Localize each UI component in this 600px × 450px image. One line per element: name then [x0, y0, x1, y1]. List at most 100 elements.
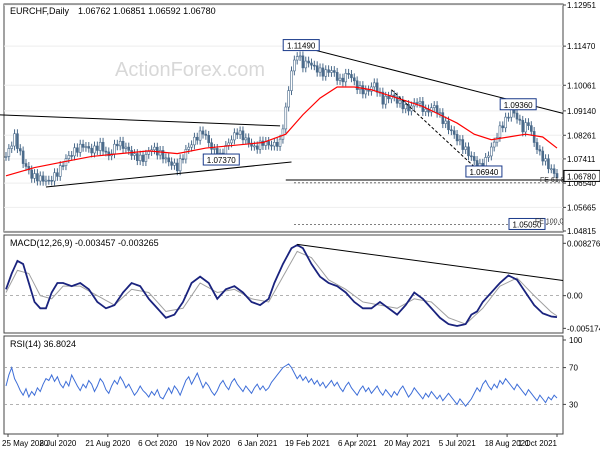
annotation-box — [508, 217, 546, 230]
candle-body — [344, 73, 348, 83]
candle-body — [90, 147, 93, 154]
candle-body — [18, 148, 22, 152]
candle-body — [50, 180, 53, 182]
price-y-tick-label: 1.09140 — [567, 107, 596, 116]
candle-body — [404, 104, 407, 110]
x-tick-label: 19 Feb 2021 — [285, 439, 330, 448]
candle-body — [10, 145, 14, 149]
candle-body — [495, 137, 499, 143]
candle-body — [284, 106, 288, 130]
ohlc-values: 1.06762 1.06851 1.06592 1.06780 — [78, 6, 216, 16]
candle-body — [136, 153, 139, 161]
x-tick-label: 25 May 2020 — [2, 439, 49, 448]
candle-body — [227, 142, 230, 146]
candle-body — [490, 146, 493, 157]
candle-body — [261, 140, 265, 146]
candle-body — [113, 143, 116, 155]
candle-body — [24, 163, 28, 167]
candle-body — [81, 143, 85, 148]
candle-body — [198, 130, 202, 141]
candle-body — [535, 142, 539, 150]
price-trendline — [45, 161, 292, 188]
price-panel-frame — [3, 3, 564, 233]
price-y-tick-label: 1.04815 — [567, 227, 596, 236]
price-annotation: 1.11490 — [282, 39, 320, 52]
candle-body — [144, 154, 148, 162]
candle-body — [467, 146, 470, 157]
candle-body — [524, 122, 527, 133]
candle-body — [455, 134, 459, 142]
annotation-label: 1.05050 — [513, 220, 542, 229]
candle-body — [304, 60, 308, 69]
candle-body — [93, 145, 96, 154]
candle-body — [158, 150, 162, 156]
x-tick-label: 1 Oct 2021 — [518, 439, 558, 448]
macd-title: MACD(12,26,9) -0.003457 -0.003265 — [10, 238, 159, 248]
candle-body — [290, 70, 293, 91]
candle-body — [87, 146, 91, 149]
candle-body — [201, 130, 205, 135]
candle-body — [233, 132, 236, 141]
candle-body — [347, 73, 350, 75]
candle-body — [53, 172, 56, 182]
candle-body — [530, 125, 533, 132]
candle-body — [173, 162, 176, 166]
candle-body — [310, 62, 313, 66]
candle-body — [387, 95, 390, 100]
candle-body — [547, 158, 550, 170]
candle-body — [350, 74, 353, 79]
candle-body — [70, 155, 73, 157]
fib-label: FE 61.8 — [540, 177, 565, 184]
candle-body — [450, 129, 453, 132]
price-y-tick-label: 1.07411 — [567, 155, 596, 164]
candle-body — [247, 137, 250, 144]
candle-body — [307, 60, 310, 64]
candle-body — [170, 161, 173, 166]
candle-body — [244, 137, 248, 141]
candle-body — [293, 59, 296, 72]
candle-body — [487, 155, 490, 158]
price-trendline — [0, 114, 281, 127]
candle-body — [353, 77, 356, 82]
candle-body — [438, 112, 442, 114]
candle-body — [424, 108, 427, 112]
macd-line — [5, 244, 558, 327]
candle-body — [13, 133, 16, 147]
candle-body — [84, 146, 88, 148]
candle-body — [532, 131, 536, 143]
candle-body — [295, 56, 299, 61]
candle-body — [204, 133, 208, 136]
candle-body — [418, 101, 422, 104]
price-y-tick-label: 1.08261 — [567, 131, 596, 140]
candle-body — [401, 100, 405, 110]
candle-body — [4, 156, 8, 158]
candle-body — [235, 132, 239, 135]
candle-body — [116, 143, 119, 147]
macd-y-tick-label: 0.008276 — [567, 239, 600, 248]
price-annotation: 1.09360 — [499, 98, 537, 111]
candle-body — [56, 172, 59, 177]
candle-body — [321, 67, 325, 77]
candle-body — [38, 175, 42, 182]
candle-body — [41, 175, 45, 182]
candle-body — [501, 125, 505, 129]
candle-body — [67, 155, 71, 159]
candle-body — [515, 112, 519, 120]
candle-body — [275, 142, 279, 147]
candle-body — [187, 146, 191, 150]
rsi-title: RSI(14) 36.8024 — [10, 339, 76, 349]
candle-body — [255, 145, 259, 150]
candle-body — [301, 55, 305, 69]
candle-body — [315, 65, 319, 73]
candle-body — [464, 146, 467, 150]
candle-body — [318, 67, 322, 73]
candle-body — [287, 90, 290, 108]
candle-body — [441, 112, 445, 124]
x-tick-label: 6 Apr 2021 — [338, 439, 377, 448]
candle-body — [335, 72, 339, 81]
x-tick-label: 21 Aug 2020 — [85, 439, 130, 448]
candle-body — [118, 140, 122, 147]
macd-panel-frame — [3, 234, 564, 334]
x-tick-label: 6 Oct 2020 — [138, 439, 178, 448]
